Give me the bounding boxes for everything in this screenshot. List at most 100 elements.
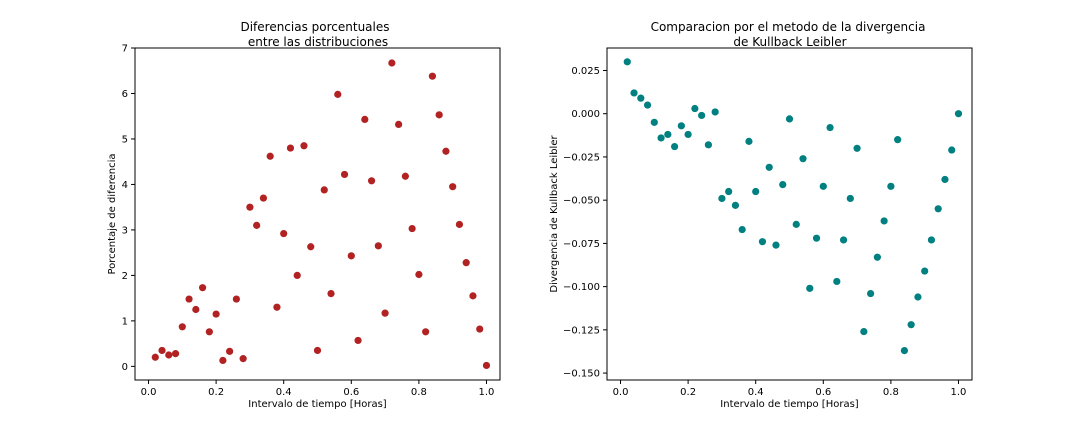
scatter-point bbox=[718, 194, 726, 203]
scatter-point bbox=[765, 163, 773, 171]
scatter-point bbox=[205, 328, 213, 336]
scatter-point bbox=[239, 355, 247, 363]
x-tick-label: 0.4 bbox=[276, 387, 292, 398]
x-tick-label: 0.2 bbox=[680, 387, 696, 398]
scatter-point bbox=[779, 181, 787, 189]
x-tick-label: 0.6 bbox=[815, 387, 831, 398]
scatter-point bbox=[340, 170, 349, 179]
chart-percentage-difference: Diferencias porcentuales entre las distr… bbox=[107, 20, 501, 410]
y-tick-label: 4 bbox=[122, 180, 128, 191]
scatter-point bbox=[381, 309, 389, 317]
x-axis-label: Intervalo de tiempo [Horas] bbox=[720, 399, 858, 410]
scatter-point bbox=[395, 120, 403, 129]
x-tick-label: 0.0 bbox=[613, 387, 629, 398]
scatter-point bbox=[853, 144, 861, 152]
scatter-point bbox=[449, 183, 457, 191]
plot-area-frame bbox=[134, 47, 501, 381]
y-tick-label: −0.025 bbox=[563, 152, 600, 163]
scatter-point bbox=[846, 194, 854, 203]
x-tick-label: 0.0 bbox=[141, 387, 157, 398]
scatter-point bbox=[948, 146, 956, 154]
scatter-point bbox=[900, 347, 909, 355]
scatter-point bbox=[954, 110, 963, 118]
scatter-point bbox=[408, 224, 416, 233]
scatter-point bbox=[428, 72, 437, 80]
scatter-point bbox=[455, 220, 464, 229]
y-tick-label: −0.075 bbox=[563, 239, 600, 250]
scatter-point bbox=[171, 350, 180, 358]
scatter-points bbox=[623, 58, 963, 355]
scatter-point bbox=[307, 243, 315, 251]
scatter-point bbox=[374, 242, 382, 250]
scatter-point bbox=[313, 346, 322, 355]
scatter-point bbox=[839, 236, 848, 244]
scatter-point bbox=[745, 137, 753, 145]
scatter-point bbox=[286, 144, 295, 152]
x-tick-label: 0.6 bbox=[343, 387, 359, 398]
scatter-point bbox=[833, 277, 841, 286]
scatter-point bbox=[894, 136, 902, 144]
scatter-point bbox=[657, 134, 665, 142]
x-tick-label: 0.4 bbox=[748, 387, 764, 398]
scatter-point bbox=[731, 201, 740, 209]
y-tick-label: 5 bbox=[122, 134, 128, 145]
scatter-point bbox=[927, 236, 936, 244]
scatter-point bbox=[347, 252, 355, 260]
x-axis-label: Intervalo de tiempo [Horas] bbox=[248, 399, 386, 410]
scatter-point bbox=[219, 356, 227, 365]
scatter-point bbox=[273, 303, 281, 311]
chart-title-line-1: Diferencias porcentuales bbox=[240, 20, 389, 34]
scatter-point bbox=[226, 347, 234, 355]
scatter-point bbox=[792, 220, 800, 228]
scatter-point bbox=[772, 241, 780, 249]
scatter-point bbox=[934, 205, 942, 213]
scatter-point bbox=[907, 321, 915, 329]
y-axis-ticks: 0 1 2 3 4 5 6 7 bbox=[122, 44, 135, 373]
y-tick-label: 2 bbox=[122, 271, 128, 282]
scatter-point bbox=[361, 115, 369, 123]
x-tick-label: 0.2 bbox=[208, 387, 224, 398]
scatter-point bbox=[212, 310, 220, 318]
scatter-point bbox=[354, 336, 362, 345]
scatter-point bbox=[664, 130, 672, 139]
y-axis-ticks: 0.025 0.000 −0.025 −0.050 −0.075 −0.100 −0.125… bbox=[563, 66, 607, 380]
y-tick-label: −0.100 bbox=[563, 282, 600, 293]
scatter-point bbox=[630, 89, 638, 97]
scatter-point bbox=[819, 182, 827, 190]
y-tick-label: 0.025 bbox=[571, 66, 600, 77]
scatter-point bbox=[785, 115, 794, 123]
scatter-point bbox=[643, 101, 652, 109]
scatter-point bbox=[873, 253, 881, 261]
scatter-point bbox=[415, 270, 423, 279]
chart-kullback-leibler-divergence: Comparacion por el metodo de la divergen… bbox=[549, 20, 973, 410]
scatter-point bbox=[806, 284, 814, 292]
scatter-point bbox=[401, 172, 409, 180]
chart-title-line-2: de Kullback Leibler bbox=[733, 35, 846, 49]
scatter-point bbox=[691, 104, 699, 113]
y-axis-label: Divergencia de Kullback Leibler bbox=[549, 135, 560, 293]
scatter-point bbox=[253, 221, 261, 229]
scatter-point bbox=[300, 142, 308, 150]
scatter-point bbox=[367, 177, 376, 185]
y-tick-label: −0.150 bbox=[563, 369, 600, 380]
y-axis-label: Porcentaje de diferencia bbox=[107, 153, 118, 274]
scatter-point bbox=[826, 123, 834, 132]
scatter-point bbox=[192, 305, 200, 314]
scatter-point bbox=[921, 267, 929, 275]
scatter-point bbox=[698, 111, 706, 120]
scatter-point bbox=[880, 217, 888, 225]
scatter-point bbox=[860, 327, 868, 336]
x-axis-ticks: 0.0 0.2 0.4 0.6 0.8 1.0 bbox=[141, 380, 495, 398]
scatter-point bbox=[388, 59, 396, 67]
scatter-point bbox=[442, 147, 450, 155]
scatter-point bbox=[165, 351, 173, 359]
x-tick-label: 1.0 bbox=[479, 387, 495, 398]
chart-title-line-1: Comparacion por el metodo de la divergen… bbox=[651, 20, 926, 34]
y-tick-label: 7 bbox=[122, 44, 128, 55]
scatter-point bbox=[941, 175, 949, 184]
scatter-point bbox=[684, 130, 692, 139]
scatter-point bbox=[462, 259, 470, 267]
scatter-point bbox=[435, 111, 443, 119]
